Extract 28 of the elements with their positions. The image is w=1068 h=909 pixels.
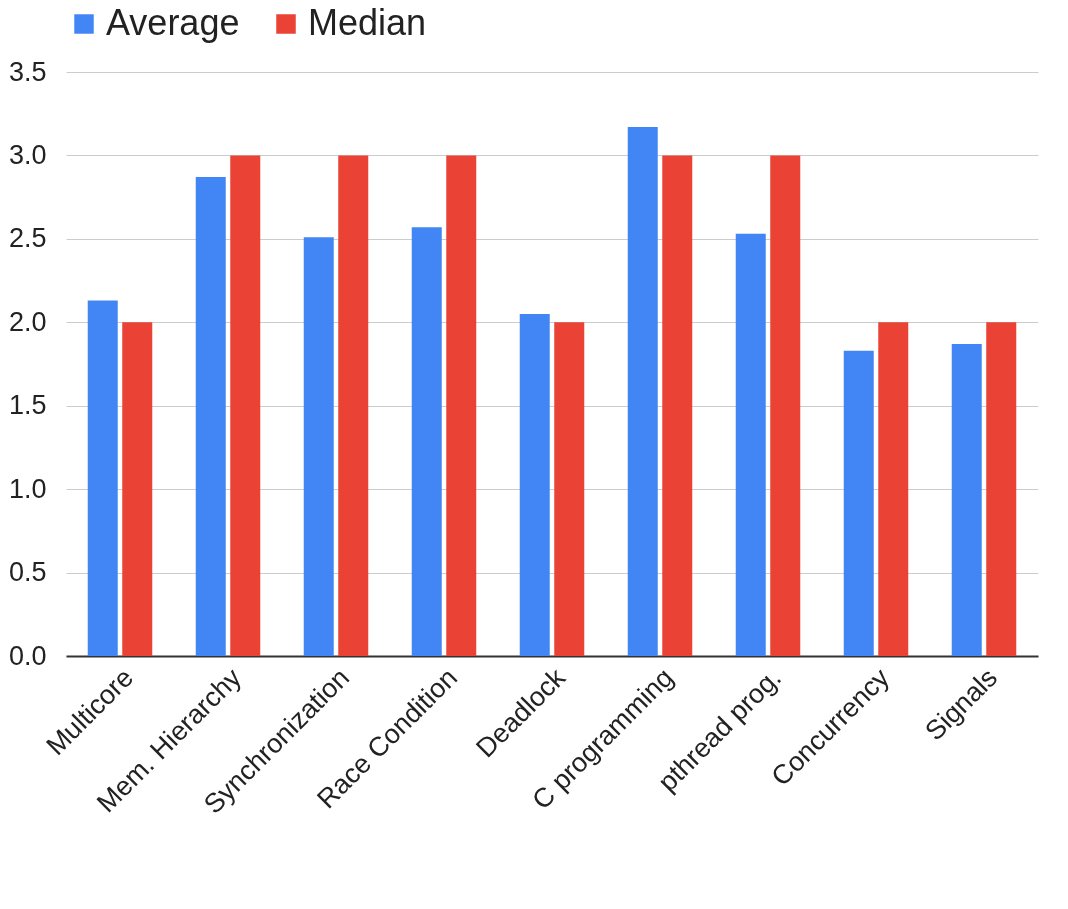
bar: [411, 227, 442, 656]
bar: [951, 343, 982, 656]
bar: [770, 155, 801, 656]
bar: [87, 300, 118, 656]
y-tick-label: 2.0: [8, 306, 47, 337]
bar: [338, 155, 369, 656]
legend-label: Average: [106, 2, 240, 43]
bar: [195, 177, 226, 656]
bar: [878, 322, 909, 656]
bar: [446, 155, 477, 656]
y-tick-label: 3.5: [8, 56, 47, 87]
bar: [303, 237, 334, 656]
bar: [843, 350, 874, 656]
bar: [627, 127, 658, 656]
y-tick-label: 1.5: [8, 390, 47, 421]
y-tick-label: 2.5: [8, 223, 47, 254]
bar: [662, 155, 693, 656]
y-tick-label: 0.5: [8, 557, 47, 588]
y-tick-label: 0.0: [8, 640, 47, 671]
legend-label: Median: [308, 2, 427, 43]
bar: [554, 322, 585, 656]
y-tick-label: 1.0: [8, 473, 47, 504]
bar: [230, 155, 261, 656]
bar: [735, 233, 766, 656]
bar: [986, 322, 1017, 656]
bar: [519, 313, 550, 656]
y-tick-label: 3.0: [8, 139, 47, 170]
bar: [122, 322, 153, 656]
